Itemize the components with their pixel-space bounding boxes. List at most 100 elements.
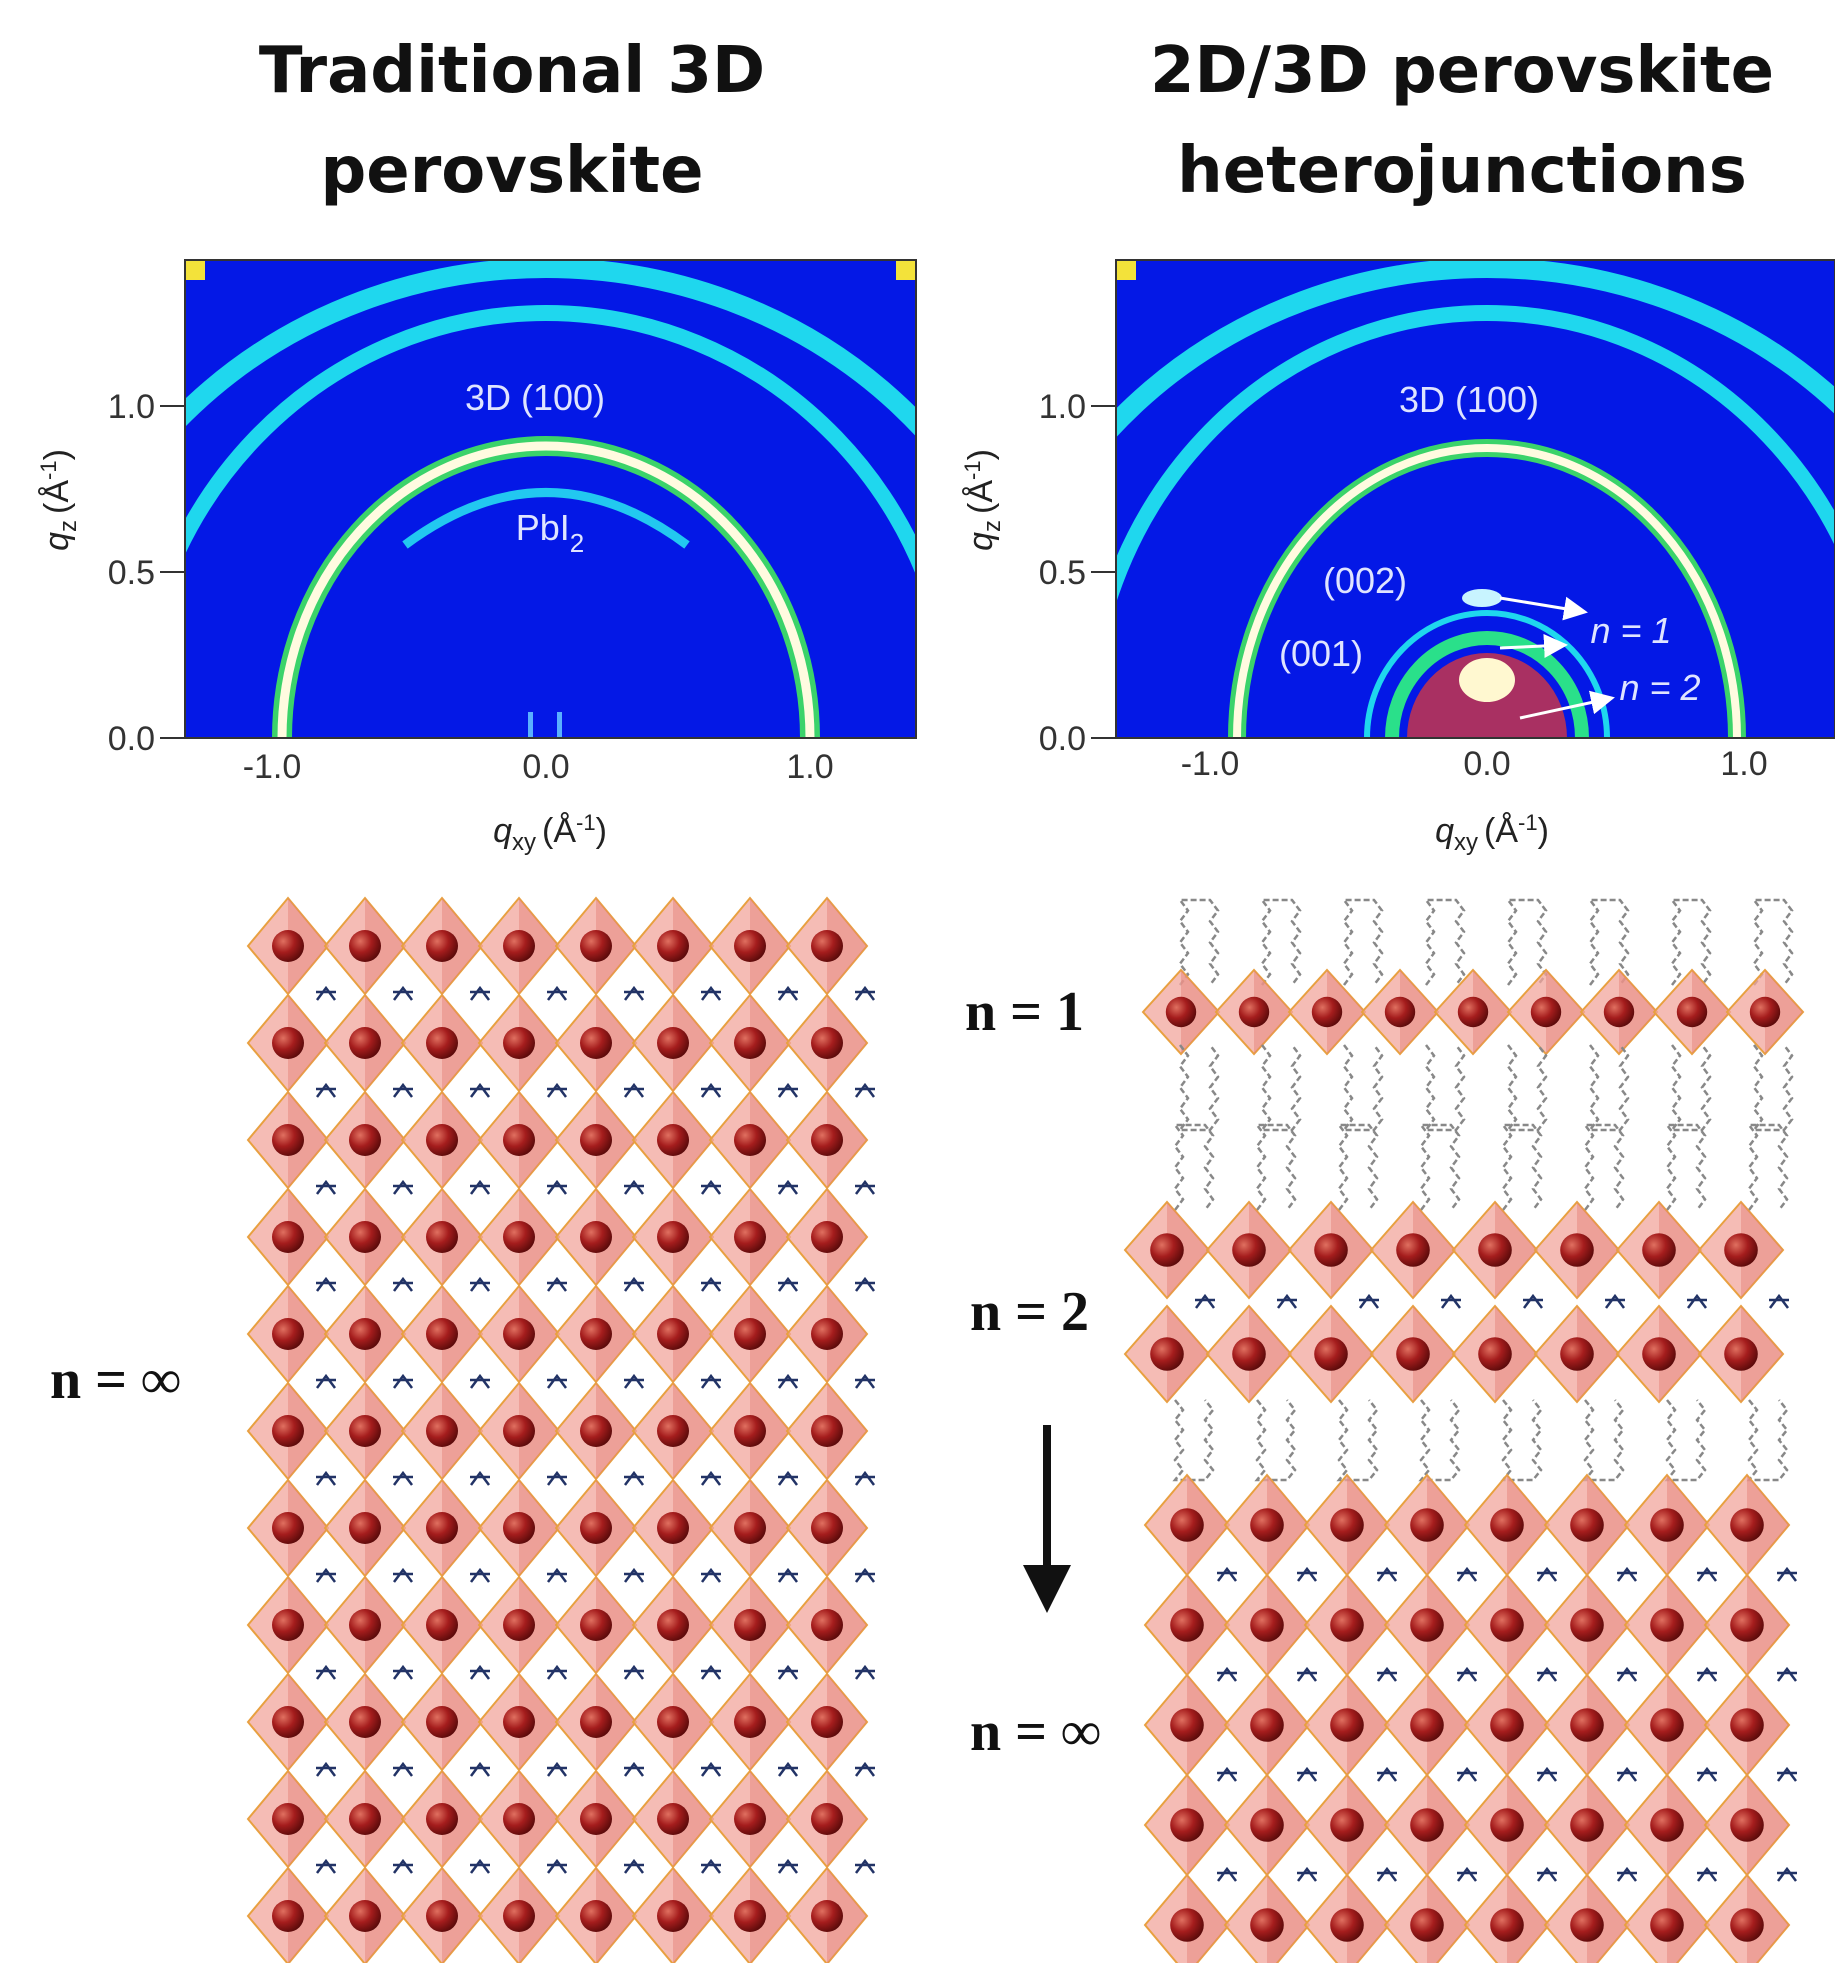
atom [1490, 1808, 1524, 1842]
cation [1617, 1869, 1637, 1881]
atom [1150, 1337, 1184, 1371]
cation [547, 1279, 567, 1291]
cation [1777, 1869, 1797, 1881]
structure-label: n = ∞ [970, 1701, 1101, 1763]
cation [1537, 1669, 1557, 1681]
atom [734, 1318, 766, 1350]
x-tick-label: 0.0 [1463, 745, 1510, 783]
atom [272, 1027, 304, 1059]
cation [1217, 1769, 1237, 1781]
cation [393, 1764, 413, 1776]
cation [778, 1861, 798, 1873]
atom [580, 1609, 612, 1641]
cation [1441, 1296, 1461, 1308]
cation [1777, 1569, 1797, 1581]
cation [393, 1279, 413, 1291]
cation [470, 1473, 490, 1485]
atom [1170, 1608, 1204, 1642]
panel-title: heterojunctions [1177, 134, 1747, 208]
atom [734, 1512, 766, 1544]
atom [1730, 1508, 1764, 1542]
atom [349, 1221, 381, 1253]
cation [470, 1279, 490, 1291]
organic-chain [1339, 1400, 1377, 1480]
atom [503, 1221, 535, 1253]
cation [624, 1473, 644, 1485]
organic-chain [1503, 1125, 1541, 1210]
cation [1457, 1569, 1477, 1581]
atom [1650, 1908, 1684, 1942]
organic-chain [1426, 900, 1464, 985]
atom [426, 1027, 458, 1059]
axis-unit: ) [962, 449, 1000, 460]
atom [349, 1706, 381, 1738]
atom [1650, 1708, 1684, 1742]
axis-symbol: q [962, 532, 1000, 551]
atom [580, 1027, 612, 1059]
atom [503, 1706, 535, 1738]
organic-chain [1257, 1400, 1295, 1480]
cation [547, 1861, 567, 1873]
cation [1777, 1769, 1797, 1781]
atom [1410, 1908, 1444, 1942]
cation [701, 1473, 721, 1485]
atom [580, 1318, 612, 1350]
atom [272, 1900, 304, 1932]
cation [547, 1085, 567, 1097]
atom [734, 1803, 766, 1835]
atom [811, 1706, 843, 1738]
organic-chain [1508, 1045, 1546, 1130]
page: { "panels": [ { "title": ["Traditional 3… [0, 0, 1835, 1963]
atom [1150, 1233, 1184, 1267]
cation [855, 1570, 875, 1582]
atom [1385, 997, 1415, 1027]
cation [1217, 1569, 1237, 1581]
cation [701, 1279, 721, 1291]
annotation: n = 2 [1619, 667, 1700, 708]
cation [1377, 1569, 1397, 1581]
axis-superscript: -1 [1518, 810, 1538, 835]
atom [734, 1027, 766, 1059]
axis-unit: ) [38, 449, 76, 460]
organic-chain [1175, 1400, 1213, 1480]
atom [272, 1803, 304, 1835]
cation [316, 1279, 336, 1291]
atom [503, 1900, 535, 1932]
atom [272, 1124, 304, 1156]
x-tick-label: 1.0 [786, 748, 833, 786]
y-tick-label: 0.0 [108, 720, 155, 758]
cation [855, 988, 875, 1000]
cation [1377, 1669, 1397, 1681]
atom [580, 1900, 612, 1932]
panel-title: perovskite [320, 134, 703, 208]
atom [272, 1609, 304, 1641]
organic-chain [1503, 1400, 1541, 1480]
cation [1537, 1569, 1557, 1581]
cation [778, 1279, 798, 1291]
atom [657, 1609, 689, 1641]
atom [1650, 1608, 1684, 1642]
cation [316, 1376, 336, 1388]
atom [426, 1803, 458, 1835]
x-tick-label: -1.0 [1181, 745, 1240, 783]
organic-chain [1262, 1045, 1300, 1130]
cation [624, 1182, 644, 1194]
atom [1604, 997, 1634, 1027]
cation [1605, 1296, 1625, 1308]
structure-label: n = 2 [970, 1281, 1089, 1343]
annotation: 3D (100) [1399, 379, 1539, 420]
axis-superscript: -1 [576, 810, 596, 835]
atom [811, 1512, 843, 1544]
atom [426, 1415, 458, 1447]
cation [1537, 1869, 1557, 1881]
atom [657, 1124, 689, 1156]
cation [1617, 1769, 1637, 1781]
cation [701, 1376, 721, 1388]
atom [1650, 1808, 1684, 1842]
organic-chain [1585, 1400, 1623, 1480]
atom [734, 1221, 766, 1253]
atom [1410, 1608, 1444, 1642]
atom [426, 1221, 458, 1253]
cation [778, 1376, 798, 1388]
atom [734, 1609, 766, 1641]
